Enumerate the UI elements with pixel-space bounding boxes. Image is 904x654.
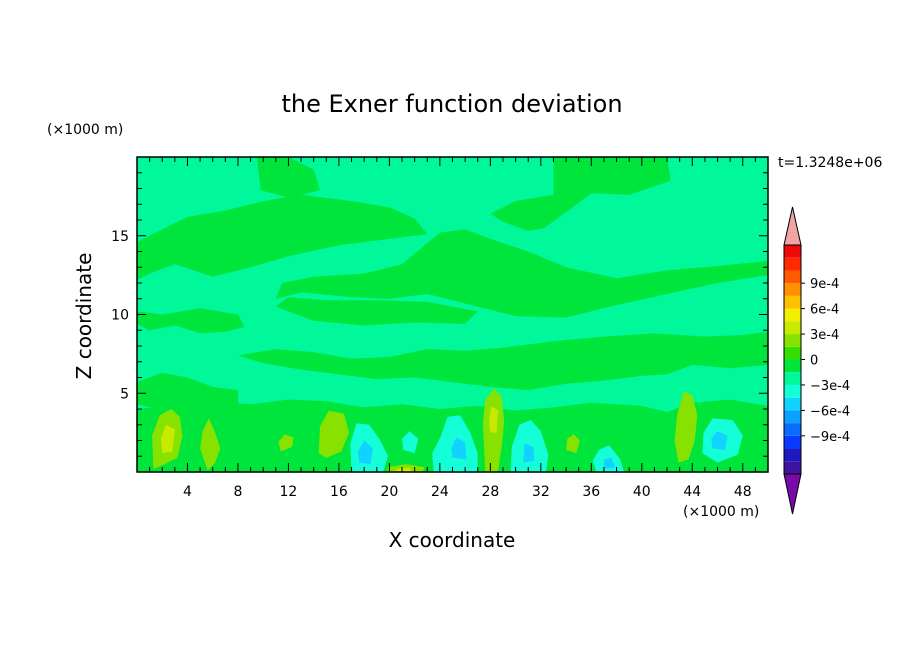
x-tick-label: 48: [734, 484, 752, 500]
contour-region-weak_positive: [674, 391, 698, 463]
colorbar-segment: [784, 410, 801, 424]
colorbar-min-arrow: [783, 473, 802, 515]
x-axis-label: X coordinate: [389, 528, 516, 552]
colorbar-label: −6e-4: [810, 404, 850, 419]
x-tick-label: 36: [582, 484, 600, 500]
colorbar-segment: [784, 435, 801, 449]
contour-region-zero_band: [238, 331, 768, 391]
colorbar-label: 9e-4: [810, 277, 839, 292]
colorbar-segment: [784, 334, 801, 347]
colorbar-segment: [784, 295, 801, 309]
colorbar-segment: [784, 397, 801, 411]
contour-region-stronger_negative: [711, 431, 728, 450]
contour-region-positive: [395, 468, 413, 472]
contour-region-zero_band: [275, 297, 478, 326]
contour-region-weak_positive: [278, 434, 294, 452]
contour-region-weak_positive: [200, 418, 221, 471]
contour-region-stronger_negative: [603, 457, 616, 469]
colorbar-label: −9e-4: [810, 430, 850, 445]
x-tick-label: 24: [431, 484, 449, 500]
x-tick-label: 12: [280, 484, 298, 500]
x-tick-label: 32: [532, 484, 550, 500]
x-axis-ticks: 4 8 12 16 20 24 28 32 36 40 44 48: [149, 157, 756, 500]
y-axis-label: Z coordinate: [72, 253, 96, 380]
contour-fill-regions: [137, 157, 768, 472]
x-tick-label: 44: [683, 484, 701, 500]
y-tick-label: 15: [111, 229, 129, 245]
contour-region-positive: [489, 405, 498, 433]
colorbar-segment: [784, 270, 801, 284]
colorbar-label: 0: [810, 354, 818, 369]
colorbar-label: 6e-4: [810, 303, 839, 318]
colorbar-segment: [784, 359, 801, 373]
contour-region-zero_band: [490, 157, 671, 231]
x-tick-label: 20: [380, 484, 398, 500]
colorbar-segment: [784, 372, 801, 385]
colorbar-segment: [784, 384, 801, 398]
contour-region-zero_band: [256, 157, 320, 198]
colorbar-segment: [784, 346, 801, 360]
x-axis-unit: (×1000 m): [683, 504, 759, 520]
y-tick-label: 5: [120, 386, 129, 402]
colorbar-segment: [784, 461, 801, 474]
colorbar-segment: [784, 257, 801, 271]
colorbar-segment: [784, 448, 801, 462]
colorbar: 9e-4 6e-4 3e-4 0 −3e-4 −6e-4 −9e-4: [783, 206, 850, 515]
contour-region-zero_band: [275, 229, 768, 318]
y-axis-unit: (×1000 m): [47, 122, 123, 138]
x-tick-label: 4: [183, 484, 192, 500]
y-axis-ticks: 5 10 15: [111, 172, 768, 457]
chart-title: the Exner function deviation: [281, 90, 622, 118]
y-tick-label: 10: [111, 308, 129, 324]
colorbar-segment: [784, 321, 801, 335]
contour-region-zero_band: [137, 194, 428, 280]
colorbar-label: 3e-4: [810, 328, 839, 343]
contour-region-weak_positive: [318, 410, 349, 458]
contour-region-negative: [402, 431, 419, 454]
colorbar-segment: [784, 308, 801, 322]
contour-region-zero_band: [137, 308, 245, 334]
contour-region-weak_positive: [386, 464, 425, 472]
contour-region-weak_positive: [566, 434, 580, 454]
x-tick-label: 40: [633, 484, 651, 500]
colorbar-segment: [784, 423, 801, 436]
time-label: t=1.3248e+06: [778, 155, 882, 171]
plot-area: [137, 157, 768, 472]
x-tick-label: 28: [481, 484, 499, 500]
x-tick-label: 8: [233, 484, 242, 500]
x-tick-label: 16: [330, 484, 348, 500]
colorbar-segment: [784, 283, 801, 296]
contour-region-stronger_negative: [451, 437, 467, 460]
colorbar-segment: [784, 245, 801, 258]
contour-region-stronger_negative: [357, 440, 373, 465]
contour-region-stronger_negative: [523, 443, 535, 463]
colorbar-max-arrow: [783, 206, 802, 246]
colorbar-label: −3e-4: [810, 379, 850, 394]
contour-region-positive: [161, 424, 175, 454]
